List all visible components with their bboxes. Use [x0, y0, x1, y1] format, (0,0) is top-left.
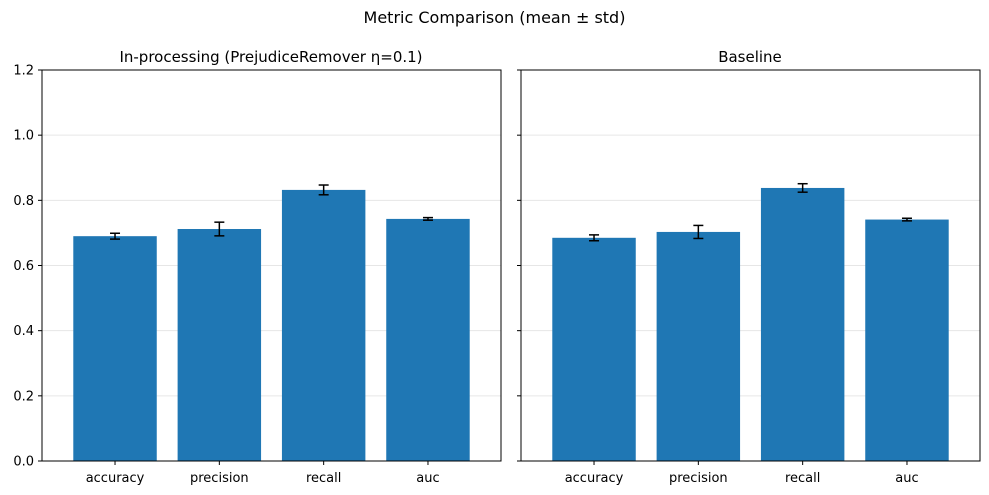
xtick-label-in-processing-precision: precision	[190, 471, 249, 486]
xtick-label-in-processing-accuracy: accuracy	[86, 471, 145, 486]
panel-title-baseline: Baseline	[718, 48, 782, 66]
ytick-label-in-processing-0: 0.0	[13, 455, 34, 470]
panel-title-in-processing: In-processing (PrejudiceRemover η=0.1)	[119, 48, 422, 66]
xtick-label-in-processing-recall: recall	[306, 471, 341, 486]
errorbar-baseline-recall	[797, 182, 808, 193]
errorbar-in-processing-recall	[318, 184, 329, 196]
bar-baseline-auc	[865, 219, 949, 461]
errorbar-baseline-precision	[693, 224, 704, 240]
ytick-label-in-processing-1: 0.2	[13, 389, 34, 404]
xtick-label-baseline-auc: auc	[895, 471, 918, 486]
bar-in-processing-accuracy	[73, 236, 157, 461]
errorbar-in-processing-accuracy	[110, 232, 121, 240]
errorbar-in-processing-auc	[422, 216, 433, 221]
ytick-label-in-processing-2: 0.4	[13, 324, 34, 339]
bar-baseline-precision	[656, 231, 741, 461]
errorbar-baseline-accuracy	[589, 234, 600, 242]
errorbar-baseline-auc	[901, 217, 912, 222]
plot-area-baseline: accuracy precision recall auc	[517, 69, 981, 486]
bar-in-processing-precision	[177, 229, 262, 461]
xtick-label-baseline-accuracy: accuracy	[565, 471, 624, 486]
ytick-label-in-processing-5: 1.0	[13, 129, 34, 144]
panel-baseline: Baseline accuracy precision recall auc	[517, 48, 981, 486]
plot-area-in-processing: 0.0 0.2 0.4 0.6 0.8 1.0 1.2 accuracy precision re…	[13, 64, 502, 486]
xtick-label-baseline-precision: precision	[669, 471, 728, 486]
ytick-label-in-processing-3: 0.6	[13, 259, 34, 274]
bar-in-processing-recall	[281, 189, 366, 461]
xtick-label-in-processing-auc: auc	[416, 471, 439, 486]
figure-title: Metric Comparison (mean ± std)	[364, 8, 626, 27]
xtick-label-baseline-recall: recall	[785, 471, 820, 486]
bar-baseline-accuracy	[552, 237, 636, 461]
bar-baseline-recall	[760, 187, 845, 461]
panel-in-processing: In-processing (PrejudiceRemover η=0.1) 0…	[13, 48, 502, 486]
errorbar-in-processing-precision	[214, 221, 225, 237]
bar-in-processing-auc	[386, 218, 470, 461]
ytick-label-in-processing-4: 0.8	[13, 194, 34, 209]
ytick-label-in-processing-6: 1.2	[13, 64, 34, 79]
